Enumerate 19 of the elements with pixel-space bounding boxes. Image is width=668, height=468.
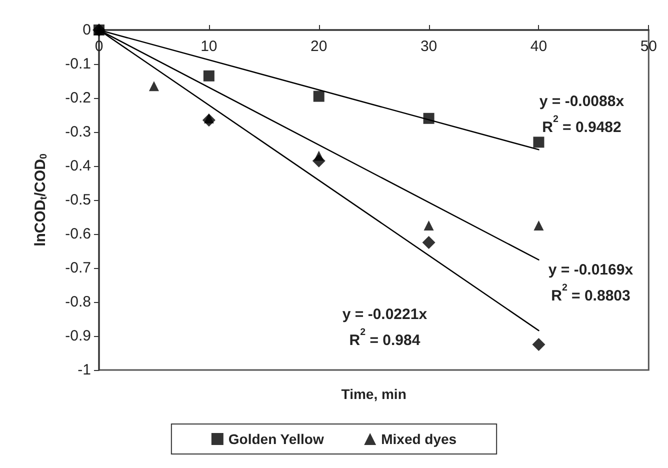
y-tick-label: -0.6 — [65, 226, 91, 242]
y-tick-label: -0.9 — [65, 328, 91, 344]
x-tick-label: 30 — [420, 38, 438, 55]
x-tick-label: 40 — [530, 38, 548, 55]
y-tick-label: -0.3 — [65, 124, 91, 140]
y-tick-label: -0.7 — [65, 260, 91, 276]
legend-label: Mixed dyes — [381, 431, 457, 447]
y-axis-title: lnCODt/COD0 — [32, 153, 50, 246]
y-tick-label: 0 — [82, 22, 91, 38]
y-tick-label: -0.2 — [65, 90, 91, 106]
y-tick-label: -0.8 — [65, 294, 91, 310]
x-tick-label: 10 — [200, 38, 218, 55]
y-tick-label: -1 — [78, 362, 91, 378]
x-tick-label: 20 — [310, 38, 328, 55]
y-tick-label: -0.1 — [65, 56, 91, 72]
legend-label: Golden Yellow — [228, 431, 324, 447]
x-axis-title: Time, min — [341, 386, 406, 402]
y-tick-label: -0.4 — [65, 158, 91, 174]
y-tick-label: -0.5 — [65, 192, 91, 208]
